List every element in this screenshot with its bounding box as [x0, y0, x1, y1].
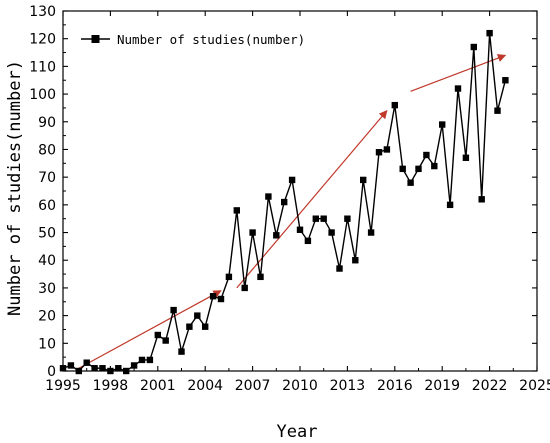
x-axis-title: Year: [277, 422, 318, 442]
y-tick-label: 30: [38, 281, 56, 297]
data-point: [360, 176, 367, 184]
x-tick-label: 2019: [424, 378, 460, 394]
data-point: [399, 165, 406, 173]
legend-marker: [91, 35, 100, 43]
x-tick-label: 2007: [235, 378, 271, 394]
data-point: [154, 331, 161, 339]
data-point: [83, 359, 90, 366]
data-point: [470, 43, 477, 51]
x-tick-label: 2010: [282, 378, 318, 394]
data-point: [446, 201, 454, 209]
y-tick-label: 100: [29, 87, 56, 103]
data-point: [494, 107, 501, 114]
data-point: [115, 365, 122, 372]
trend-arrows: [78, 54, 507, 369]
trend-arrow: [78, 290, 222, 369]
data-point: [502, 77, 509, 84]
data-point: [391, 101, 398, 109]
data-point: [344, 215, 351, 222]
x-tick-label: 2013: [330, 378, 366, 394]
data-point: [162, 337, 169, 344]
data-series: [59, 29, 509, 375]
data-point: [67, 362, 75, 369]
x-tick-label: 2004: [187, 378, 223, 394]
data-point: [328, 229, 335, 236]
x-tick-label: 2016: [377, 378, 413, 394]
data-point: [439, 121, 446, 128]
legend-label: Number of studies(number): [117, 32, 305, 47]
data-point: [320, 215, 327, 222]
plot-frame: [62, 10, 538, 372]
data-point: [225, 273, 233, 281]
data-point: [367, 229, 375, 236]
data-point: [233, 207, 240, 214]
data-point: [249, 229, 256, 236]
data-point: [146, 356, 154, 364]
y-tick-label: 60: [38, 198, 56, 214]
y-tick-label: 70: [38, 170, 56, 186]
data-point: [478, 196, 485, 203]
data-point: [423, 151, 430, 159]
data-point: [352, 257, 359, 264]
data-point: [415, 165, 422, 173]
y-axis-title: Number of studies(number): [5, 60, 25, 316]
data-point: [407, 179, 414, 186]
y-tick-label: 130: [29, 4, 56, 20]
trend-arrow: [410, 54, 507, 92]
data-point: [486, 29, 493, 37]
x-tick-label: 1998: [93, 378, 129, 394]
legend: Number of studies(number): [81, 32, 305, 47]
data-point: [202, 323, 209, 330]
axes: 1995 1998 2001 2004 2007 2010 2013 2016 2019 2022…: [29, 4, 550, 394]
data-point: [304, 237, 312, 245]
trend-arrow: [236, 110, 388, 289]
data-point: [138, 356, 146, 364]
y-tick-label: 80: [38, 142, 56, 158]
data-point: [288, 176, 296, 184]
data-point: [296, 226, 304, 233]
x-tick-label: 2025: [519, 378, 550, 394]
data-point: [383, 146, 391, 153]
data-point: [312, 215, 319, 222]
data-point: [241, 284, 248, 292]
data-point: [281, 198, 288, 206]
x-tick-label: 2022: [472, 378, 508, 394]
y-tick-label: 90: [38, 115, 56, 131]
data-point: [454, 85, 462, 92]
data-point: [178, 348, 185, 355]
data-point: [431, 162, 438, 170]
data-point: [209, 293, 217, 300]
data-point: [217, 295, 225, 303]
data-point: [130, 362, 138, 369]
data-point: [265, 193, 272, 200]
data-point: [186, 323, 193, 330]
data-point: [375, 149, 383, 156]
x-tick-label: 1995: [45, 378, 81, 394]
data-point: [99, 365, 106, 372]
y-tick-label: 10: [38, 336, 56, 352]
y-tick-label: 120: [29, 32, 56, 48]
data-point: [257, 273, 264, 281]
y-tick-label: 110: [29, 59, 56, 75]
data-point: [170, 306, 177, 314]
data-point: [273, 232, 280, 239]
x-tick-label: 2001: [140, 378, 176, 394]
y-tick-label: 0: [47, 364, 56, 380]
data-point: [194, 312, 201, 319]
data-point: [91, 365, 98, 372]
data-point: [462, 154, 470, 161]
y-tick-label: 50: [38, 226, 56, 242]
data-point: [336, 265, 343, 272]
y-tick-label: 40: [38, 253, 56, 269]
y-tick-label: 20: [38, 309, 56, 325]
